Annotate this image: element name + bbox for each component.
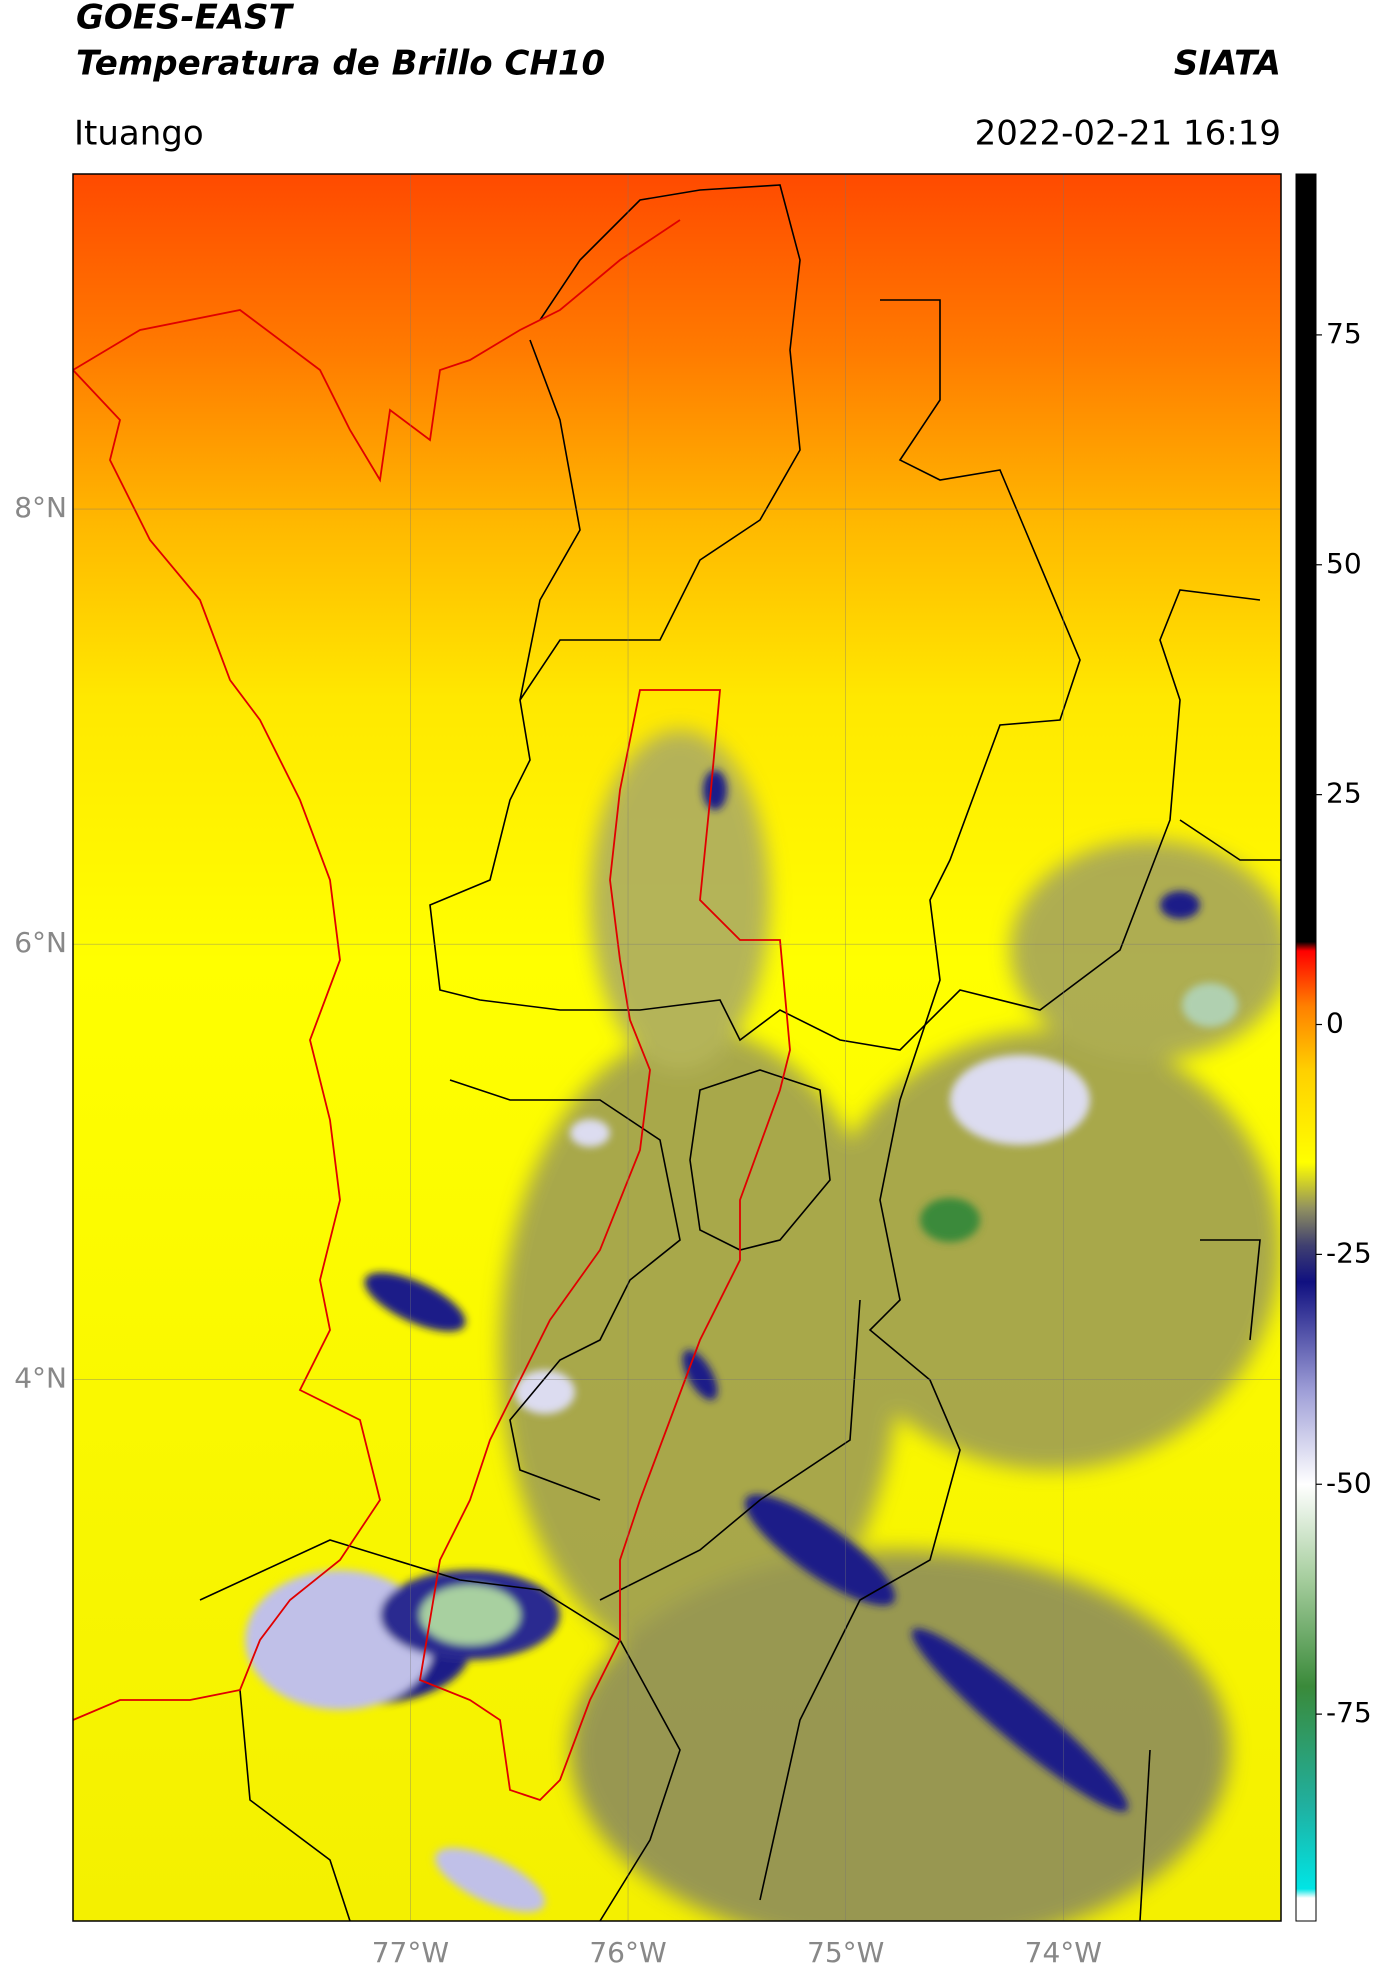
location: Ituango xyxy=(74,114,204,154)
x-tick-label: 76°W xyxy=(589,1936,666,1969)
colorbar-tick-label: 0 xyxy=(1326,1007,1344,1040)
subtitle: Temperatura de Brillo CH10 xyxy=(76,44,605,84)
datetime: 2022-02-21 16:19 xyxy=(975,114,1281,154)
x-tick-label: 74°W xyxy=(1025,1936,1102,1969)
colorbar-tick-label: 75 xyxy=(1326,317,1362,350)
y-tick-label: 4°N xyxy=(14,1361,67,1394)
colorbar-tick-label: 25 xyxy=(1326,777,1362,810)
x-tick-label: 75°W xyxy=(807,1936,884,1969)
colorbar xyxy=(1295,173,1317,1922)
map-image xyxy=(73,174,1281,1921)
x-tick-label: 77°W xyxy=(372,1936,449,1969)
colorbar-tick-label: -25 xyxy=(1326,1236,1372,1269)
y-tick-label: 6°N xyxy=(14,926,67,959)
colorbar-tick-label: 50 xyxy=(1326,547,1362,580)
colorbar-tick-label: -50 xyxy=(1326,1466,1372,1499)
title: GOES-EAST xyxy=(76,0,295,38)
y-tick-label: 8°N xyxy=(14,491,67,524)
map-frame xyxy=(72,173,1282,1922)
colorbar-tick-label: -75 xyxy=(1326,1696,1372,1729)
source: SIATA xyxy=(1174,44,1281,84)
